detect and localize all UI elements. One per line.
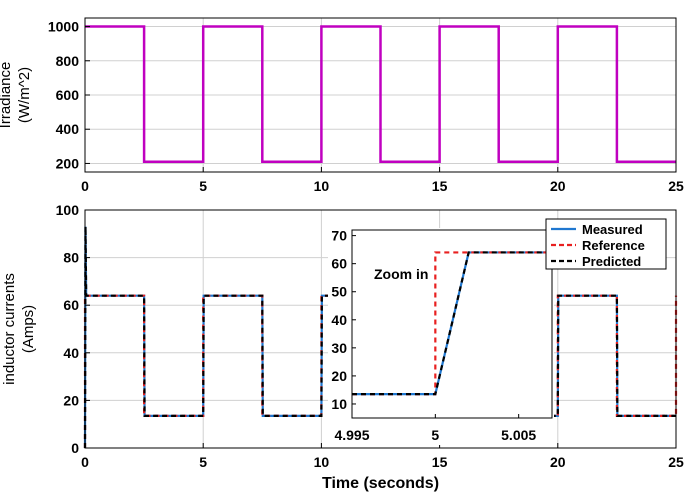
inset-y-tick-label: 10 <box>331 396 347 412</box>
y-tick-label: 80 <box>63 250 79 266</box>
x-tick-label: 15 <box>432 454 448 470</box>
y-tick-label: 20 <box>63 392 79 408</box>
y-tick-label: 40 <box>63 345 79 361</box>
y-tick-label: 1000 <box>48 19 79 35</box>
x-tick-label: 5 <box>199 178 207 194</box>
plot-frame <box>84 209 677 449</box>
inset-y-tick-label: 50 <box>331 284 347 300</box>
x-tick-label: 15 <box>432 178 448 194</box>
x-tick-label: 0 <box>81 178 89 194</box>
inset-y-tick-label: 20 <box>331 368 347 384</box>
y-tick-label: 0 <box>71 440 79 456</box>
inset-x-tick-label: 4.995 <box>334 427 369 443</box>
x-tick-label: 25 <box>668 454 684 470</box>
legend-label-predicted: Predicted <box>582 254 641 269</box>
x-tick-label: 20 <box>550 454 566 470</box>
y-axis-label-line: Irradiance <box>0 62 14 129</box>
x-tick-label: 0 <box>81 454 89 470</box>
y-tick-label: 60 <box>63 297 79 313</box>
x-tick-label: 25 <box>668 178 684 194</box>
y-axis-label-line: (W/m^2) <box>16 67 33 123</box>
inset-y-tick-label: 30 <box>331 340 347 356</box>
y-tick-label: 100 <box>56 202 80 218</box>
zoom-annotation: Zoom in <box>374 266 428 282</box>
inset-x-tick-label: 5.005 <box>501 427 536 443</box>
zoom-inset: 4.995 5 5.005 10 20 30 40 50 60 70 Zoom in <box>328 228 554 445</box>
x-axis-label: Time (seconds) <box>322 475 439 492</box>
x-tick-label: 20 <box>550 178 566 194</box>
inset-x-tick-label: 5 <box>431 427 439 443</box>
inset-frame <box>351 229 553 419</box>
series-line-irradiance <box>85 25 676 163</box>
y-tick-label: 400 <box>56 121 80 137</box>
legend-label-reference: Reference <box>582 238 645 253</box>
y-axis-label: inductor currents (Amps) <box>1 273 37 385</box>
series-line-predicted <box>352 251 552 396</box>
x-tick-label: 10 <box>314 178 330 194</box>
inset-y-tick-label: 40 <box>331 312 347 328</box>
legend-label-measured: Measured <box>582 222 643 237</box>
legend-box <box>545 218 667 270</box>
inset-y-tick-label: 60 <box>331 256 347 272</box>
x-tick-label: 5 <box>199 454 207 470</box>
y-tick-label: 800 <box>56 53 80 69</box>
y-tick-label: 200 <box>56 155 80 171</box>
y-axis-label-line: (Amps) <box>20 305 37 353</box>
irradiance-plot: 0 5 10 15 20 25 200 400 600 800 1000 Irradiance (W/m… <box>0 17 684 194</box>
y-tick-label: 600 <box>56 87 80 103</box>
x-tick-label: 10 <box>314 454 330 470</box>
y-axis-label: Irradiance (W/m^2) <box>0 62 33 129</box>
y-axis-label-line: inductor currents <box>1 273 18 385</box>
series-line-predicted <box>83 226 676 449</box>
inset-y-tick-label: 70 <box>331 228 347 244</box>
